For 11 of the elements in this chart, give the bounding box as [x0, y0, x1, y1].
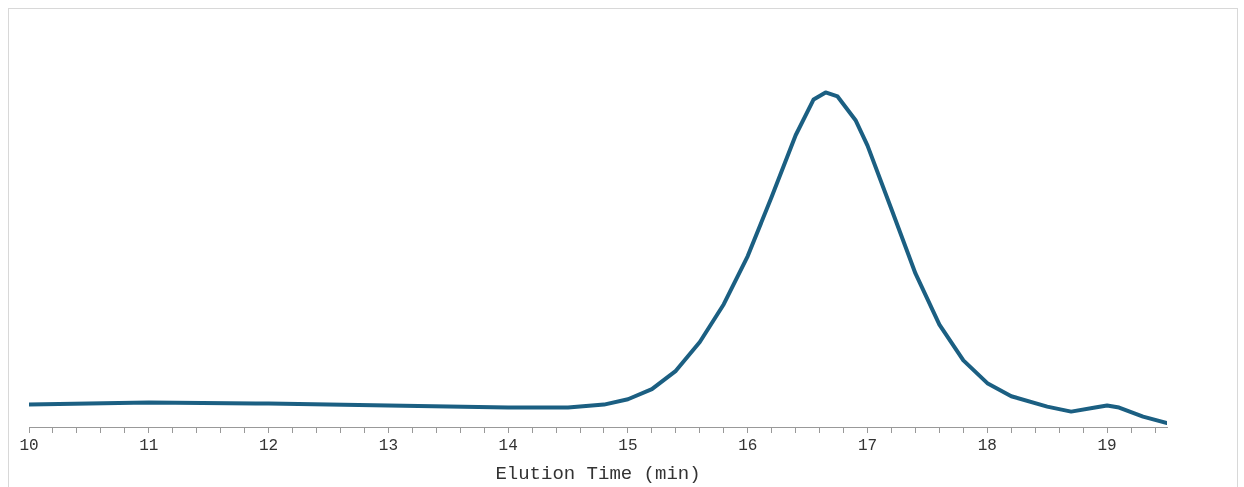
x-tick-label: 12	[258, 436, 279, 455]
x-tick-label: 14	[498, 436, 518, 455]
x-tick-label: 16	[738, 436, 758, 455]
x-tick-label: 18	[977, 436, 997, 455]
x-tick-label: 11	[139, 436, 159, 455]
x-tick-label: 17	[857, 436, 878, 455]
x-axis-title: Elution Time (min)	[495, 462, 701, 485]
x-tick-label: 10	[19, 436, 39, 455]
x-tick-label: 15	[618, 436, 638, 455]
x-tick-label: 19	[1097, 436, 1117, 455]
x-tick-label: 13	[378, 436, 398, 455]
